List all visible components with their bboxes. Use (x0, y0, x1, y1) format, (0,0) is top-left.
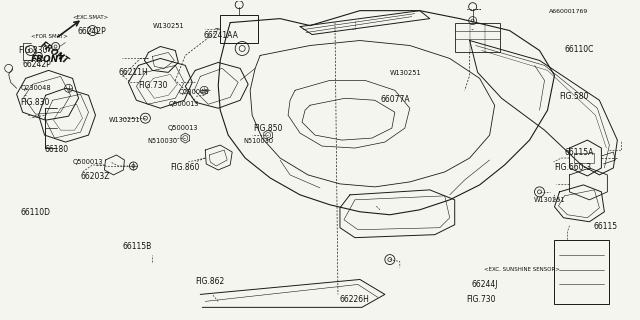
Bar (220, 15, 258, 43)
Text: <FOR SMAT>: <FOR SMAT> (31, 34, 67, 38)
Text: FIG.660-3: FIG.660-3 (554, 163, 591, 172)
Text: Q500013: Q500013 (72, 159, 103, 165)
Text: FIG.862: FIG.862 (195, 277, 225, 286)
Text: 66115: 66115 (593, 222, 618, 231)
Text: W130251: W130251 (534, 197, 565, 203)
Text: 66226H: 66226H (340, 295, 370, 304)
Text: W130251: W130251 (152, 23, 184, 28)
Text: Q500013: Q500013 (168, 101, 199, 107)
Bar (554, 240, 609, 304)
Text: 66203Z: 66203Z (81, 172, 110, 181)
Text: FIG.730: FIG.730 (467, 295, 496, 304)
Text: 66115A: 66115A (564, 148, 594, 157)
Text: 66180: 66180 (45, 145, 68, 154)
Text: A660001769: A660001769 (548, 9, 588, 14)
Text: FRONT: FRONT (31, 55, 65, 64)
Text: 66211H: 66211H (118, 68, 148, 77)
Bar (454, 23, 500, 52)
Text: 66115B: 66115B (122, 242, 152, 251)
Text: FIG.580: FIG.580 (559, 92, 589, 101)
Text: FIG.730: FIG.730 (138, 81, 168, 90)
Text: 66241AA: 66241AA (204, 31, 238, 40)
Text: FRONT: FRONT (38, 41, 70, 66)
Text: <EXC.SMAT>: <EXC.SMAT> (72, 15, 109, 20)
Text: N510030: N510030 (147, 138, 177, 144)
Text: 66110C: 66110C (564, 44, 594, 53)
Text: 66110D: 66110D (20, 208, 51, 217)
Text: FIG.860: FIG.860 (170, 163, 200, 172)
Text: 66242P: 66242P (22, 60, 51, 69)
Text: 66244J: 66244J (472, 280, 498, 290)
Text: <EXC. SUNSHINE SENSOR>: <EXC. SUNSHINE SENSOR> (484, 267, 559, 272)
Text: W130251: W130251 (390, 70, 422, 76)
Text: Q230048: Q230048 (179, 89, 209, 95)
Text: 66242P: 66242P (77, 27, 106, 36)
Text: 66077A: 66077A (381, 95, 410, 104)
Text: Q230048: Q230048 (20, 85, 51, 91)
Text: FIG.830: FIG.830 (20, 98, 50, 107)
Text: FIG.830: FIG.830 (19, 46, 48, 55)
Text: N510030: N510030 (243, 138, 273, 144)
Text: Q500013: Q500013 (167, 125, 198, 131)
Text: FIG.850: FIG.850 (253, 124, 282, 133)
Text: W130251: W130251 (108, 117, 140, 123)
